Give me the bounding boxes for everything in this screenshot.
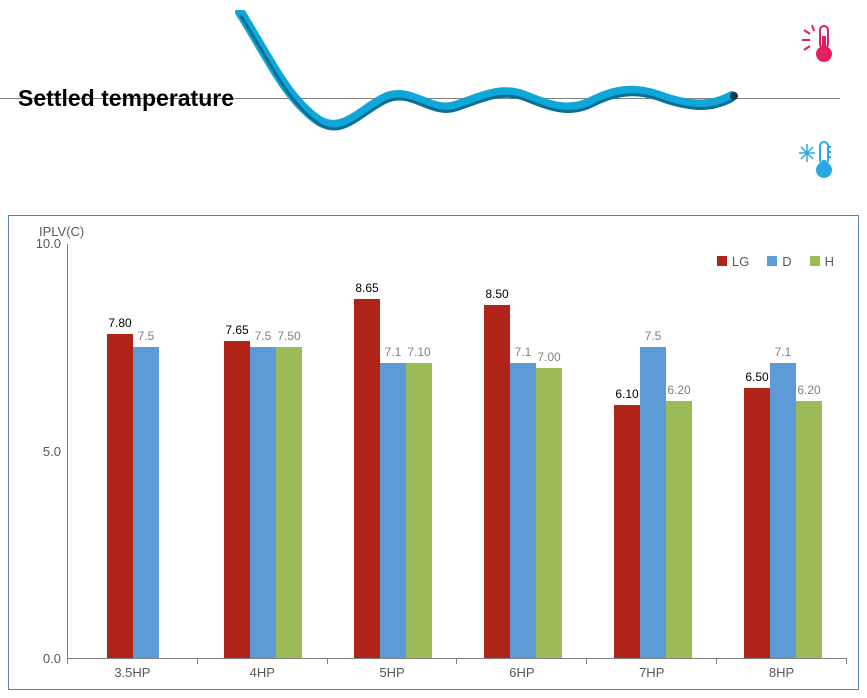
x-tick: 4HP xyxy=(197,659,327,664)
bar-group: 7.807.5 xyxy=(68,334,198,658)
bar-group: 8.507.17.00 xyxy=(458,305,588,658)
bar-value-label: 7.00 xyxy=(529,350,569,364)
bar-group: 6.507.16.20 xyxy=(718,363,848,658)
y-tick-label: 0.0 xyxy=(33,651,61,666)
x-tick-label: 8HP xyxy=(717,665,846,680)
bar-value-label: 8.65 xyxy=(347,281,387,295)
bar: 7.10 xyxy=(406,363,432,658)
y-tick-label: 5.0 xyxy=(33,444,61,459)
bar: 6.50 xyxy=(744,388,770,658)
bar: 7.1 xyxy=(510,363,536,658)
bar-value-label: 7.50 xyxy=(269,329,309,343)
bar-value-label: 6.20 xyxy=(789,383,829,397)
header-region: Settled temperature xyxy=(0,0,867,200)
x-tick: 8HP xyxy=(716,659,847,664)
x-tick-label: 6HP xyxy=(457,665,586,680)
bar-value-label: 8.50 xyxy=(477,287,517,301)
x-tick-label: 3.5HP xyxy=(68,665,197,680)
y-tick-label: 10.0 xyxy=(33,236,61,251)
bar: 7.50 xyxy=(276,347,302,658)
x-tick: 6HP xyxy=(456,659,586,664)
bar: 7.5 xyxy=(133,347,159,658)
bar-value-label: 6.20 xyxy=(659,383,699,397)
x-tick-label: 4HP xyxy=(198,665,327,680)
bar: 7.65 xyxy=(224,341,250,658)
x-tick: 7HP xyxy=(586,659,716,664)
bar-group: 6.107.56.20 xyxy=(588,347,718,658)
iplv-bar-chart: IPLV(C) LG D H 7.807.57.657.57.508.657.1… xyxy=(8,215,859,690)
bar-value-label: 7.5 xyxy=(633,329,673,343)
cold-thermometer-icon xyxy=(798,138,840,180)
bar: 6.10 xyxy=(614,405,640,658)
bar: 7.00 xyxy=(536,368,562,659)
bar: 7.1 xyxy=(380,363,406,658)
page-title: Settled temperature xyxy=(18,85,234,112)
x-tick: 3.5HP xyxy=(67,659,197,664)
plot-area: 7.807.57.657.57.508.657.17.108.507.17.00… xyxy=(67,244,847,659)
bar: 7.5 xyxy=(250,347,276,658)
bar: 7.1 xyxy=(770,363,796,658)
bar: 6.20 xyxy=(796,401,822,658)
bar-value-label: 7.10 xyxy=(399,345,439,359)
bar-value-label: 7.1 xyxy=(763,345,803,359)
temperature-wave-curve xyxy=(230,10,740,150)
bar-group: 8.657.17.10 xyxy=(328,299,458,658)
x-tick-label: 7HP xyxy=(587,665,716,680)
bar-group: 7.657.57.50 xyxy=(198,341,328,658)
hot-thermometer-icon xyxy=(798,22,840,64)
bar: 7.80 xyxy=(107,334,133,658)
bar-value-label: 7.5 xyxy=(126,329,166,343)
bar: 6.20 xyxy=(666,401,692,658)
x-tick: 5HP xyxy=(327,659,457,664)
x-tick-label: 5HP xyxy=(328,665,457,680)
